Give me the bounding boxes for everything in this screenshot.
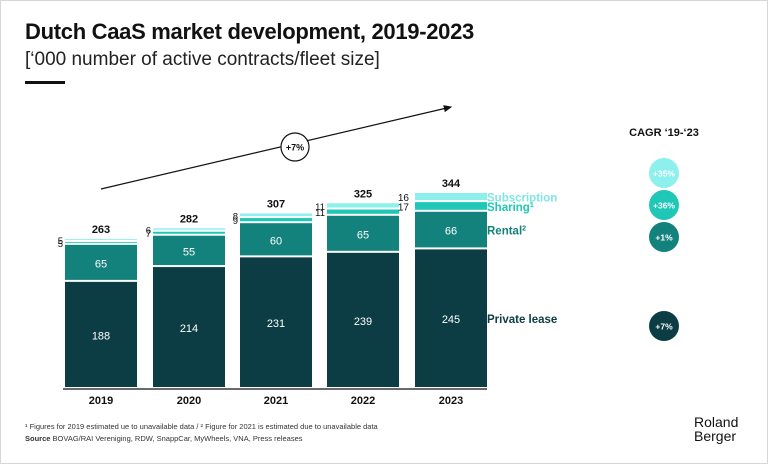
bar-segment-private-lease-2022 [327,252,399,387]
bar-value-label: 9 [233,216,238,227]
bar-total-label: 344 [442,178,461,190]
bar-value-label: 65 [95,258,107,270]
bar-total-label: 307 [267,199,285,211]
bar-value-label: 214 [180,323,198,335]
bar-segment-sharing-2021 [240,218,312,222]
legend-entry-rental: Rental2 [487,226,526,238]
x-tick-label: 2020 [177,395,201,407]
bar-segment-private-lease-2019 [65,281,137,387]
source-text: BOVAG/RAI Vereniging, RDW, SnappCar, MyW… [52,434,303,443]
cagr-value: +7% [655,322,673,332]
bar-segment-subscription-2020 [153,228,225,230]
legend-entry-sharing: Sharing1 [487,202,534,214]
x-tick-label: 2021 [264,395,288,407]
trend-arrow [100,105,453,190]
title-underline [25,81,65,84]
bar-value-label: 60 [270,235,282,247]
bar-total-label: 325 [354,188,372,200]
bar-value-label: 16 [398,193,410,204]
bar-segment-subscription-2019 [65,239,137,240]
bar-segment-sharing-2022 [327,209,399,214]
bar-segment-rental-2020 [153,235,225,266]
legend-entry-subscription: Subscription [487,193,557,205]
bar-segment-rental-2021 [240,223,312,256]
source-line: Source BOVAG/RAI Vereniging, RDW, SnappC… [25,434,303,443]
bar-value-label: 55 [183,246,195,258]
cagr-badge-rental [649,222,679,252]
bar-value-label: 66 [445,226,457,238]
legend-entry-private-lease: Private lease [487,314,557,326]
footnote: ¹ Figures for 2019 estimated ue to unava… [25,422,378,431]
cagr-badge-subscription [649,158,679,188]
bar-value-label: 188 [92,330,110,342]
brand-line-2: Berger [694,428,737,444]
trend-badge [280,132,310,162]
x-tick-label: 2022 [351,395,375,407]
bar-segment-rental-2022 [327,215,399,251]
bar-segment-private-lease-2020 [153,267,225,387]
bar-segment-rental-2023 [415,211,487,248]
legend-superscript: 1 [530,202,534,209]
x-tick-label: 2019 [89,395,113,407]
bar-segment-subscription-2023 [415,193,487,201]
bar-value-label: 5 [58,236,63,247]
bar-value-label: 231 [267,318,285,330]
bar-segment-sharing-2020 [153,231,225,234]
bar-value-label: 7 [146,229,151,240]
bar-value-label: 239 [354,316,372,328]
bar-total-label: 263 [92,224,110,236]
bar-segment-subscription-2021 [240,213,312,217]
bars-layer [65,193,487,387]
x-tick-label: 2023 [439,395,463,407]
brand-line-1: Roland [694,414,739,430]
cagr-value: +36% [653,201,675,211]
cagr-badge-private-lease [649,311,679,341]
cagr-header: CAGR ‘19-‘23 [629,127,699,139]
bar-segment-private-lease-2021 [240,257,312,387]
bar-segment-subscription-2022 [327,203,399,208]
trend-badge-label: +7% [286,143,304,153]
bar-value-label: 6 [146,226,151,237]
page-title: Dutch CaaS market development, 2019-2023 [25,19,474,44]
bar-value-label: 245 [442,314,460,326]
bar-total-label: 282 [180,213,198,225]
bar-value-label: 17 [398,202,410,213]
bar-value-label: 5 [58,239,63,250]
labels-layer: 1886555263201921455762822020231609830720… [58,178,464,407]
bar-value-label: 11 [315,208,325,219]
legend-layer: Private lease Rental2 Sharing1Subscription… [487,158,679,341]
source-label: Source [25,434,51,443]
legend-superscript: 2 [522,226,526,233]
bar-value-label: 11 [315,202,325,213]
bar-segment-rental-2019 [65,244,137,280]
bar-segment-private-lease-2023 [415,249,487,387]
bar-segment-sharing-2019 [65,242,137,243]
cagr-value: +1% [655,233,673,243]
cagr-badge-sharing [649,190,679,220]
bar-segment-sharing-2023 [415,202,487,210]
cagr-value: +35% [653,169,675,179]
bar-value-label: 8 [233,211,238,222]
page-subtitle: [‘000 number of active contracts/fleet s… [25,49,380,70]
bar-value-label: 65 [357,229,369,241]
brand-logo: Roland Berger [694,415,738,443]
